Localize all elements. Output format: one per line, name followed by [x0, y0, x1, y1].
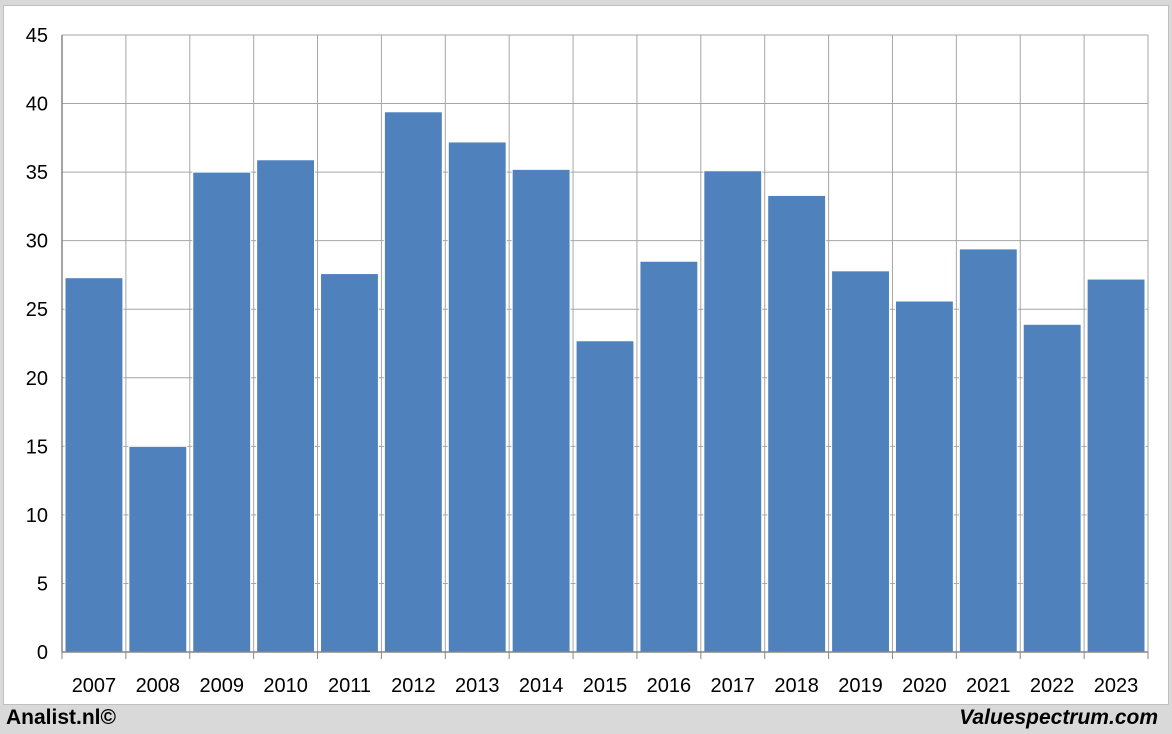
bar-2010	[256, 159, 316, 653]
bar-2009	[192, 171, 252, 653]
bar-2007	[64, 277, 124, 653]
bar-2011	[320, 273, 379, 653]
x-tick-label: 2022	[1030, 675, 1075, 697]
x-tick-label: 2012	[391, 675, 436, 697]
x-tick-label: 2021	[966, 675, 1011, 697]
x-tick-label: 2011	[328, 675, 371, 697]
bar-2016	[639, 260, 699, 653]
bar-2020	[894, 300, 954, 653]
footer-right-credit: Valuespectrum.com	[959, 706, 1158, 729]
x-tick-label: 2019	[838, 675, 883, 697]
bar-2018	[767, 194, 827, 653]
footer-left-credit: Analist.nl©	[6, 706, 116, 729]
x-tick-label: 2007	[72, 675, 117, 697]
bar-2022	[1022, 323, 1082, 653]
bar-2023	[1086, 278, 1146, 653]
x-tick-label: 2023	[1094, 675, 1139, 697]
y-tick-label: 40	[26, 94, 48, 116]
y-tick-label: 35	[26, 162, 48, 184]
x-tick-label: 2008	[136, 675, 181, 697]
bar-2017	[703, 170, 763, 653]
x-tick-label: 2010	[263, 675, 308, 697]
x-tick-label: 2018	[774, 675, 819, 697]
x-tick-label: 2013	[455, 675, 500, 697]
x-tick-label: 2015	[583, 675, 628, 697]
y-tick-label: 30	[26, 231, 48, 253]
y-tick-label: 0	[37, 642, 48, 664]
y-tick-label: 45	[26, 25, 48, 47]
bar-2013	[447, 141, 507, 653]
x-tick-label: 2020	[902, 675, 947, 697]
bar-2021	[958, 248, 1018, 653]
y-tick-label: 20	[26, 368, 48, 390]
bar-2012	[383, 111, 443, 653]
bar-chart: 0 5 10 15 20 25 30 35 40 45 2007 2008 2009 2010 2011 20…	[26, 25, 1149, 697]
y-tick-label: 5	[37, 573, 48, 595]
bar-2015	[575, 340, 635, 653]
x-tick-label: 2017	[711, 675, 756, 697]
y-tick-label: 10	[26, 505, 48, 527]
bar-2019	[831, 270, 890, 653]
y-tick-label: 15	[26, 436, 48, 458]
bar-2014	[511, 168, 571, 653]
bar-2008	[128, 445, 188, 653]
x-tick-label: 2016	[647, 675, 692, 697]
x-tick-label: 2014	[519, 675, 564, 697]
y-tick-label: 25	[26, 299, 48, 321]
x-tick-label: 2009	[199, 675, 244, 697]
chart-frame: 0 5 10 15 20 25 30 35 40 45 2007 2008 2009 2010 2011 20…	[3, 5, 1169, 705]
